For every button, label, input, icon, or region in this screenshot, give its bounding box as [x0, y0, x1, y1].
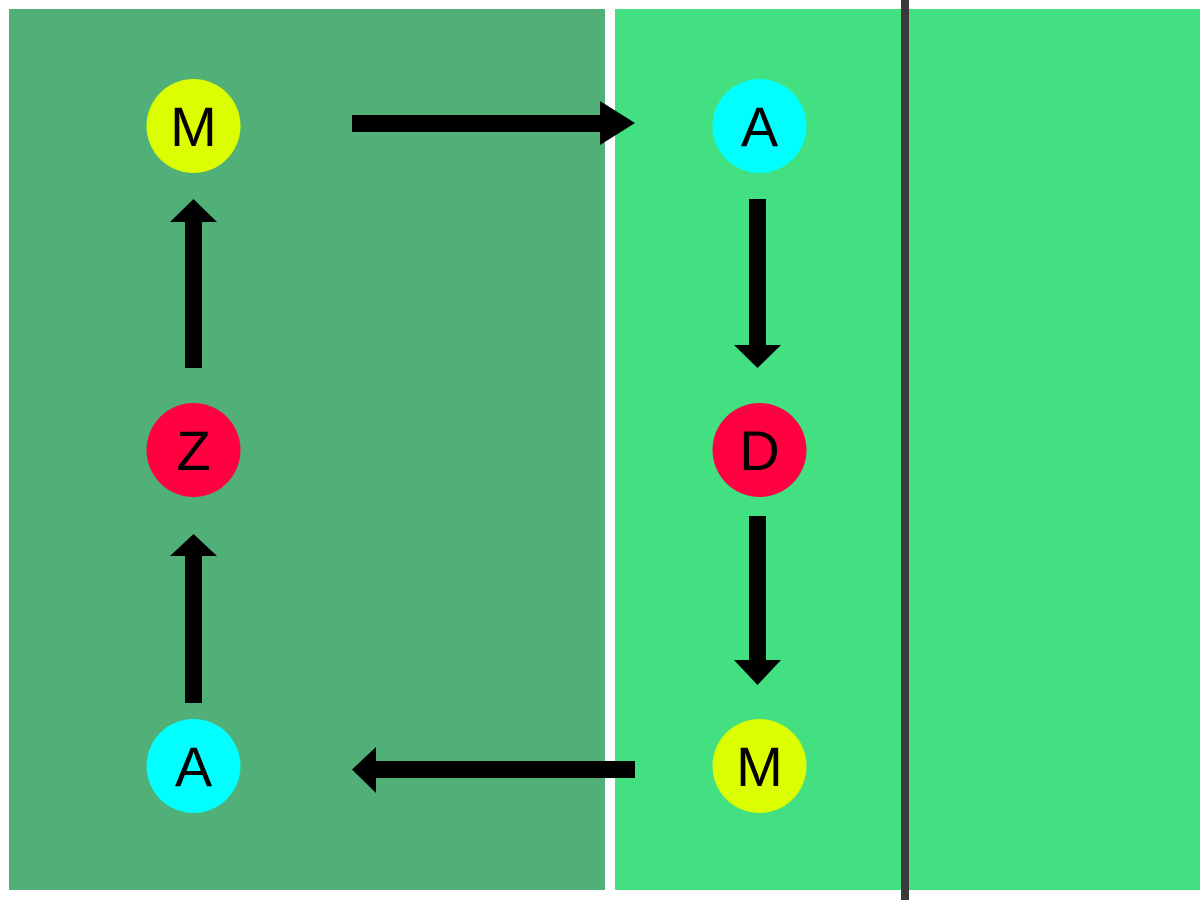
node-label: A: [175, 735, 213, 798]
node-circle: [146, 403, 241, 497]
node-circle: [712, 719, 807, 813]
node-label: M: [736, 735, 783, 798]
arrow-left-bottom-to-left-middle: [170, 534, 217, 703]
node-left-middle: Z: [146, 403, 241, 497]
node-right-middle: D: [712, 403, 807, 497]
node-circle: [146, 719, 241, 813]
divider-line: [901, 0, 909, 900]
zone-left: [9, 9, 605, 890]
arrow-right-middle-to-right-bottom: [734, 516, 781, 685]
node-circle: [712, 403, 807, 497]
node-left-top: M: [146, 79, 241, 173]
node-right-bottom: M: [712, 719, 807, 813]
node-label: M: [170, 95, 217, 158]
node-circle: [146, 79, 241, 173]
node-circle: [712, 79, 807, 173]
arrow-left-top-to-right-top: [352, 101, 635, 145]
arrow-right-bottom-to-left-bottom: [352, 747, 635, 793]
node-right-top: A: [712, 79, 807, 173]
node-label: A: [741, 95, 779, 158]
node-label: Z: [176, 419, 210, 482]
node-label: D: [739, 419, 779, 482]
arrows: [170, 101, 781, 793]
arrow-right-top-to-right-middle: [734, 199, 781, 368]
arrow-left-middle-to-left-top: [170, 199, 217, 368]
node-left-bottom: A: [146, 719, 241, 813]
